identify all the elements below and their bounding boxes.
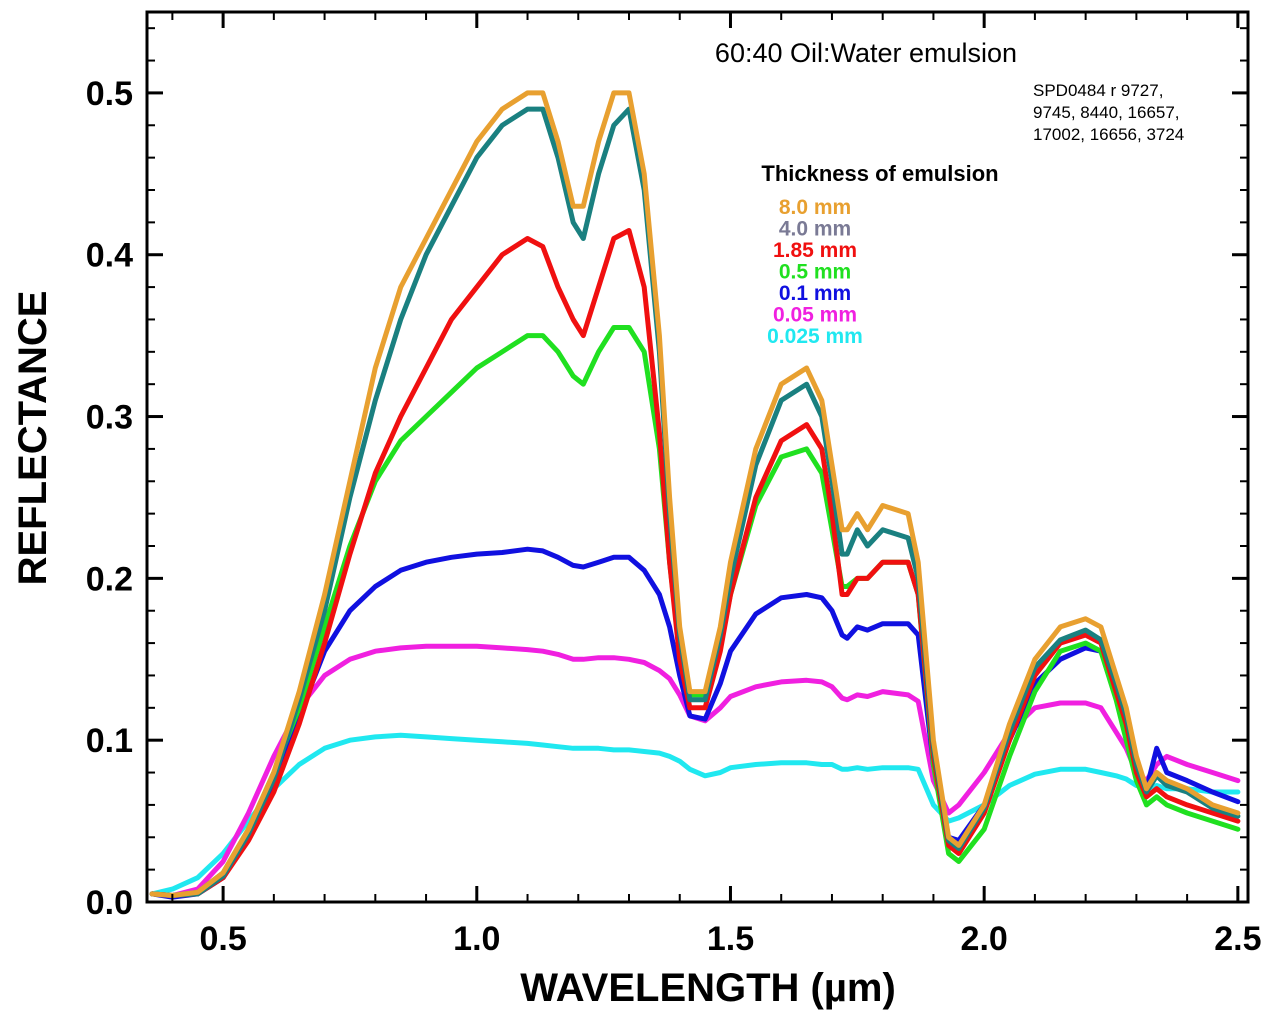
x-tick-label: 0.5 xyxy=(199,920,246,958)
y-axis-title: REFLECTANCE xyxy=(11,291,55,586)
plot-frame xyxy=(145,10,1250,904)
legend-item-0-1-mm: 0.1 mm xyxy=(779,282,851,305)
x-tick-label: 1.0 xyxy=(453,920,500,958)
series-layer xyxy=(149,90,1241,900)
legend-item-0-025-mm: 0.025 mm xyxy=(767,325,863,348)
x-axis-title: WAVELENGTH (µm) xyxy=(520,966,896,1010)
legend-item-0-5-mm: 0.5 mm xyxy=(779,261,851,284)
x-tick-label: 2.0 xyxy=(961,920,1008,958)
source-note-line-3: 17002, 16656, 3724 xyxy=(1033,125,1184,144)
x-tick-label: 1.5 xyxy=(707,920,754,958)
y-tick-label: 0.0 xyxy=(86,884,133,922)
y-tick-label: 0.1 xyxy=(86,722,133,760)
y-tick-label: 0.2 xyxy=(86,560,133,598)
legend-item-8-0-mm: 8.0 mm xyxy=(779,196,851,219)
series-line-4-0-mm xyxy=(149,106,1241,898)
chart-title: 60:40 Oil:Water emulsion xyxy=(715,38,1017,68)
legend-item-1-85-mm: 1.85 mm xyxy=(773,239,857,262)
series-line-0-025-mm xyxy=(149,732,1241,897)
y-tick-label: 0.4 xyxy=(86,237,133,275)
y-tick-label: 0.5 xyxy=(86,75,133,113)
series-line-0-05-mm xyxy=(149,643,1241,898)
series-line-1-85-mm xyxy=(149,228,1241,898)
source-note-line-1: SPD0484 r 9727, xyxy=(1033,81,1163,100)
series-line-8-0-mm xyxy=(149,90,1241,898)
series-line-0-1-mm xyxy=(149,546,1241,900)
legend-item-4-0-mm: 4.0 mm xyxy=(779,218,851,241)
legend-item-0-05-mm: 0.05 mm xyxy=(773,304,857,327)
x-tick-label: 2.5 xyxy=(1214,920,1261,958)
y-tick-label: 0.3 xyxy=(86,399,133,437)
axes-layer: 0.5 1.0 1.5 2.0 2.5 0.0 0.1 0.2 0.3 0.4 0.5 xyxy=(86,10,1261,958)
legend-title: Thickness of emulsion xyxy=(761,161,998,186)
source-note-line-2: 9745, 8440, 16657, xyxy=(1033,103,1180,122)
legend: 8.0 mm4.0 mm1.85 mm0.5 mm0.1 mm0.05 mm0.… xyxy=(767,196,863,348)
